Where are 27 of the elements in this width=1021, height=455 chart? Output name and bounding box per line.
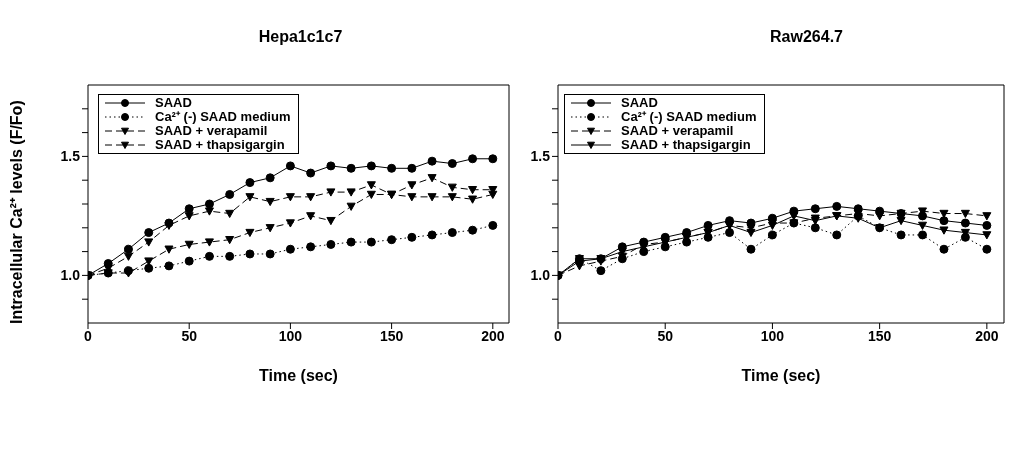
legend-label: SAAD — [621, 95, 658, 110]
legend-label: SAAD — [155, 95, 192, 110]
x-tick-label: 100 — [278, 327, 303, 344]
y-tick-label: 1.0 — [530, 267, 551, 284]
y-tick-label: 1.5 — [60, 148, 81, 165]
y-axis-title: Intracellular Ca²⁺ levels (F/Fo) — [7, 100, 25, 324]
x-axis-title: Time (sec) — [259, 367, 338, 384]
x-tick-label: 100 — [760, 327, 785, 344]
legend-label: SAAD + thapsigargin — [621, 137, 751, 152]
legend-label: SAAD + verapamil — [621, 123, 734, 138]
x-tick-label: 50 — [181, 327, 198, 344]
x-tick-label: 200 — [975, 327, 999, 344]
legend-label: Ca²⁺ (-) SAAD medium — [155, 109, 291, 124]
legend-label: SAAD + verapamil — [155, 123, 268, 138]
chart-title: Hepa1c1c7 — [257, 28, 344, 46]
x-tick-label: 150 — [867, 327, 892, 344]
x-tick-label: 0 — [84, 327, 93, 344]
y-tick-label: 1.5 — [530, 148, 551, 165]
legend-label: SAAD + thapsigargin — [155, 137, 285, 152]
legend-label: Ca²⁺ (-) SAAD medium — [621, 109, 757, 124]
x-tick-label: 50 — [657, 327, 674, 344]
x-tick-label: 200 — [481, 327, 505, 344]
x-tick-label: 0 — [554, 327, 563, 344]
x-tick-label: 150 — [379, 327, 404, 344]
x-axis-title: Time (sec) — [741, 367, 821, 384]
chart-title: Raw264.7 — [769, 28, 844, 46]
y-tick-label: 1.0 — [60, 267, 81, 284]
